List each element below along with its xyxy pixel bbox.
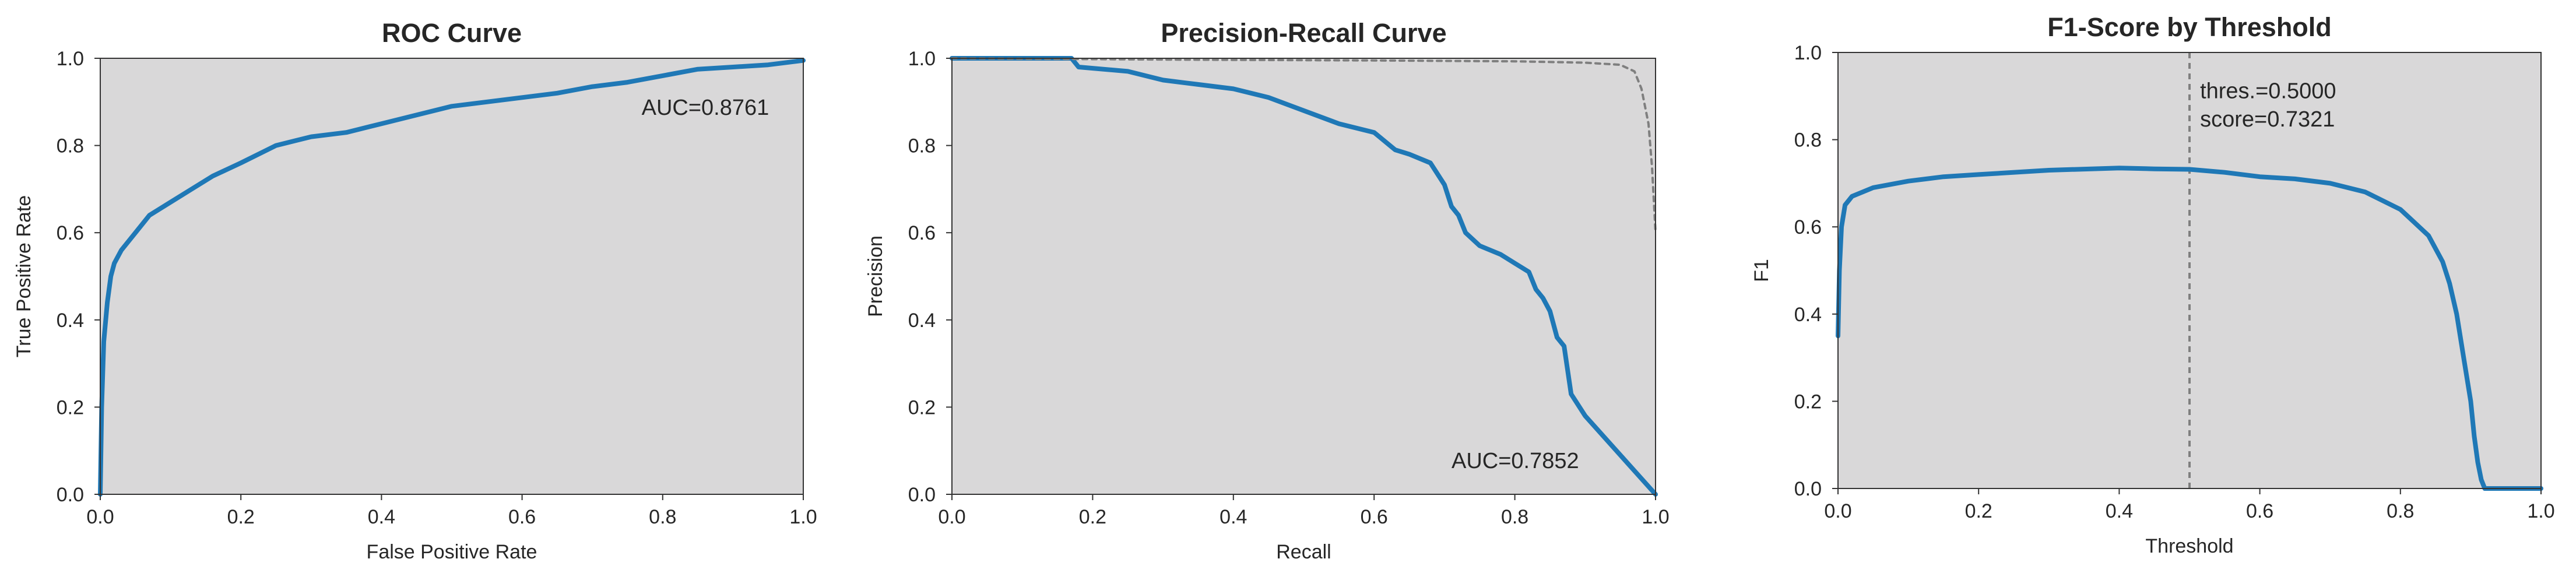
roc-x-ticks: 0.0 0.2 0.4 0.6 0.8 1.0: [86, 494, 817, 528]
f1-x-axis-label: Threshold: [2145, 535, 2233, 557]
f1-x-tick-label: 0.4: [2106, 500, 2133, 522]
roc-title: ROC Curve: [382, 18, 522, 48]
f1-frame: [1837, 52, 2542, 489]
f1-y-tick-label: 1.0: [1794, 42, 1822, 64]
f1-x-tick-label: 0.2: [1965, 500, 1992, 522]
f1-annotation: thres.=0.5000: [2200, 79, 2336, 104]
roc-y-tick-label: 1.0: [57, 48, 84, 70]
roc-x-tick-label: 0.4: [368, 506, 395, 528]
pr-y-tick-label: 0.8: [908, 135, 936, 157]
roc-curve-line: [98, 58, 806, 497]
pr-panel: 0.0 0.2 0.4 0.6 0.8 1.0 0.0 0.2 0.4 0.6 0.8 1.0 Pr…: [864, 18, 1670, 563]
pr-curve-line: [950, 56, 1658, 497]
f1-x-tick-label: 0.0: [1824, 500, 1851, 522]
pr-y-ticks: 0.0 0.2 0.4 0.6 0.8 1.0: [908, 48, 952, 506]
roc-y-axis-label: True Positive Rate: [13, 195, 35, 357]
f1-x-tick-label: 0.6: [2246, 500, 2273, 522]
f1-y-tick-label: 0.0: [1794, 478, 1822, 500]
roc-marks: [98, 58, 806, 497]
roc-x-tick-label: 0.2: [227, 506, 255, 528]
roc-x-axis-label: False Positive Rate: [367, 541, 537, 563]
roc-x-tick-label: 1.0: [789, 506, 817, 528]
f1-y-tick-label: 0.2: [1794, 391, 1822, 413]
f1-y-ticks: 0.0 0.2 0.4 0.6 0.8 1.0: [1794, 42, 1838, 500]
f1-annotations: thres.=0.5000 score=0.7321: [2200, 79, 2336, 132]
pr-y-tick-label: 0.6: [908, 222, 936, 244]
f1-curve-line: [1836, 166, 2543, 491]
roc-plot-area: [100, 58, 803, 494]
pr-x-axis-label: Recall: [1276, 541, 1331, 563]
pr-plot-area: [952, 58, 1656, 494]
roc-annotation: AUC=0.8761: [642, 96, 769, 120]
pr-y-tick-label: 0.0: [908, 484, 936, 506]
pr-marks: [950, 56, 1658, 497]
roc-y-tick-label: 0.2: [57, 396, 84, 419]
pr-annotation: AUC=0.7852: [1452, 449, 1579, 473]
roc-annotations: AUC=0.8761: [642, 96, 769, 120]
pr-x-tick-label: 0.2: [1079, 506, 1106, 528]
pr-title: Precision-Recall Curve: [1161, 18, 1446, 48]
f1-y-axis-label: F1: [1751, 259, 1773, 282]
roc-panel: 0.0 0.2 0.4 0.6 0.8 1.0 0.0 0.2 0.4 0.6 0.8 1.0 RO…: [13, 18, 817, 563]
f1-panel: 0.0 0.2 0.4 0.6 0.8 1.0 0.0 0.2 0.4 0.6 0.8 1.0 F1…: [1751, 12, 2555, 557]
pr-x-tick-label: 0.0: [938, 506, 965, 528]
roc-y-tick-label: 0.4: [57, 310, 84, 332]
f1-x-tick-label: 0.8: [2387, 500, 2414, 522]
roc-y-tick-label: 0.0: [57, 484, 84, 506]
pr-y-tick-label: 0.2: [908, 396, 936, 419]
pr-frame: [951, 58, 1656, 495]
pr-annotations: AUC=0.7852: [1452, 449, 1579, 473]
roc-y-tick-label: 0.6: [57, 222, 84, 244]
f1-plot-area: [1838, 52, 2541, 488]
pr-x-tick-label: 1.0: [1642, 506, 1669, 528]
roc-frame: [100, 58, 804, 495]
pr-x-ticks: 0.0 0.2 0.4 0.6 0.8 1.0: [938, 494, 1670, 528]
pr-y-axis-label: Precision: [864, 235, 887, 317]
f1-title: F1-Score by Threshold: [2047, 12, 2332, 42]
roc-y-tick-label: 0.8: [57, 135, 84, 157]
pr-x-tick-label: 0.8: [1501, 506, 1528, 528]
roc-x-tick-label: 0.0: [86, 506, 114, 528]
roc-x-tick-label: 0.6: [508, 506, 536, 528]
f1-marks: [1836, 52, 2543, 491]
f1-y-tick-label: 0.4: [1794, 304, 1822, 326]
f1-y-tick-label: 0.6: [1794, 216, 1822, 238]
f1-x-ticks: 0.0 0.2 0.4 0.6 0.8 1.0: [1824, 488, 2555, 522]
f1-annotation: score=0.7321: [2200, 107, 2335, 132]
f1-y-tick-label: 0.8: [1794, 129, 1822, 152]
f1-x-tick-label: 1.0: [2527, 500, 2554, 522]
pr-x-tick-label: 0.6: [1361, 506, 1388, 528]
roc-y-ticks: 0.0 0.2 0.4 0.6 0.8 1.0: [57, 48, 100, 506]
roc-x-tick-label: 0.8: [649, 506, 676, 528]
pr-y-tick-label: 1.0: [908, 48, 936, 70]
pr-y-tick-label: 0.4: [908, 310, 936, 332]
pr-x-tick-label: 0.4: [1220, 506, 1247, 528]
